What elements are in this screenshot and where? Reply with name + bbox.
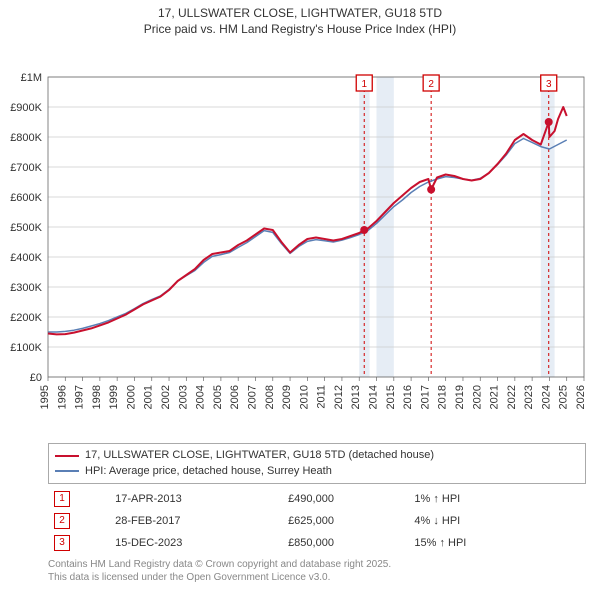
svg-text:£0: £0 <box>30 372 42 384</box>
svg-text:2004: 2004 <box>195 385 207 409</box>
svg-text:2025: 2025 <box>558 385 570 409</box>
transaction-delta: 15% ↑ HPI <box>408 532 548 554</box>
svg-text:2006: 2006 <box>229 385 241 409</box>
svg-text:1997: 1997 <box>74 385 86 409</box>
svg-text:£900K: £900K <box>10 102 42 114</box>
svg-text:2016: 2016 <box>402 385 414 409</box>
svg-text:2021: 2021 <box>489 385 501 409</box>
transaction-date: 28-FEB-2017 <box>109 510 282 532</box>
line-chart-svg: £0 £100K £200K £300K £400K £500K £600K £700K £80… <box>0 37 600 437</box>
svg-text:2017: 2017 <box>419 385 431 409</box>
svg-text:2005: 2005 <box>212 385 224 409</box>
svg-text:2009: 2009 <box>281 385 293 409</box>
svg-text:2000: 2000 <box>125 385 137 409</box>
legend-item: 17, ULLSWATER CLOSE, LIGHTWATER, GU18 5T… <box>55 448 579 463</box>
svg-text:2024: 2024 <box>540 385 552 409</box>
legend-label: 17, ULLSWATER CLOSE, LIGHTWATER, GU18 5T… <box>85 448 434 463</box>
legend-swatch <box>55 470 79 472</box>
svg-text:1999: 1999 <box>108 385 120 409</box>
svg-text:2012: 2012 <box>333 385 345 409</box>
transaction-delta: 4% ↓ HPI <box>408 510 548 532</box>
footer-line-1: Contains HM Land Registry data © Crown c… <box>48 558 586 571</box>
transaction-price: £490,000 <box>282 488 408 510</box>
svg-text:£300K: £300K <box>10 282 42 294</box>
svg-text:£600K: £600K <box>10 192 42 204</box>
svg-text:2014: 2014 <box>368 385 380 409</box>
footer-attribution: Contains HM Land Registry data © Crown c… <box>48 558 586 584</box>
svg-text:2007: 2007 <box>246 385 258 409</box>
transaction-marker: 2 <box>54 513 70 529</box>
table-row: 2 28-FEB-2017£625,0004% ↓ HPI <box>48 510 548 532</box>
legend-swatch <box>55 455 79 457</box>
svg-text:£700K: £700K <box>10 162 42 174</box>
svg-text:2020: 2020 <box>471 385 483 409</box>
legend-item: HPI: Average price, detached house, Surr… <box>55 464 579 479</box>
svg-text:2013: 2013 <box>350 385 362 409</box>
svg-text:2022: 2022 <box>506 385 518 409</box>
svg-text:2001: 2001 <box>143 385 155 409</box>
svg-text:2: 2 <box>428 79 434 90</box>
table-row: 1 17-APR-2013£490,0001% ↑ HPI <box>48 488 548 510</box>
table-row: 3 15-DEC-2023£850,00015% ↑ HPI <box>48 532 548 554</box>
transaction-date: 17-APR-2013 <box>109 488 282 510</box>
transaction-price: £625,000 <box>282 510 408 532</box>
svg-text:£800K: £800K <box>10 132 42 144</box>
svg-text:1995: 1995 <box>39 385 51 409</box>
legend: 17, ULLSWATER CLOSE, LIGHTWATER, GU18 5T… <box>48 443 586 484</box>
svg-text:1996: 1996 <box>56 385 68 409</box>
title-line-1: 17, ULLSWATER CLOSE, LIGHTWATER, GU18 5T… <box>0 6 600 22</box>
svg-text:3: 3 <box>546 79 552 90</box>
svg-text:2003: 2003 <box>177 385 189 409</box>
svg-text:2011: 2011 <box>316 385 328 409</box>
svg-text:£500K: £500K <box>10 222 42 234</box>
transactions-table: 1 17-APR-2013£490,0001% ↑ HPI 2 28-FEB-2017… <box>48 488 548 554</box>
transaction-date: 15-DEC-2023 <box>109 532 282 554</box>
svg-text:£100K: £100K <box>10 342 42 354</box>
svg-text:2002: 2002 <box>160 385 172 409</box>
svg-text:1998: 1998 <box>91 385 103 409</box>
transaction-marker: 1 <box>54 491 70 507</box>
svg-text:2010: 2010 <box>298 385 310 409</box>
svg-text:2019: 2019 <box>454 385 466 409</box>
chart-title: 17, ULLSWATER CLOSE, LIGHTWATER, GU18 5T… <box>0 0 600 37</box>
svg-text:2008: 2008 <box>264 385 276 409</box>
transaction-price: £850,000 <box>282 532 408 554</box>
svg-text:1: 1 <box>361 79 367 90</box>
title-line-2: Price paid vs. HM Land Registry's House … <box>0 22 600 38</box>
footer-line-2: This data is licensed under the Open Gov… <box>48 571 586 584</box>
svg-text:2023: 2023 <box>523 385 535 409</box>
svg-text:2015: 2015 <box>385 385 397 409</box>
transaction-delta: 1% ↑ HPI <box>408 488 548 510</box>
svg-text:£200K: £200K <box>10 312 42 324</box>
svg-text:£400K: £400K <box>10 252 42 264</box>
svg-text:2018: 2018 <box>437 385 449 409</box>
svg-text:2026: 2026 <box>575 385 587 409</box>
svg-text:£1M: £1M <box>21 72 42 84</box>
transaction-marker: 3 <box>54 535 70 551</box>
legend-label: HPI: Average price, detached house, Surr… <box>85 464 332 479</box>
chart-area: £0 £100K £200K £300K £400K £500K £600K £700K £80… <box>0 37 600 437</box>
